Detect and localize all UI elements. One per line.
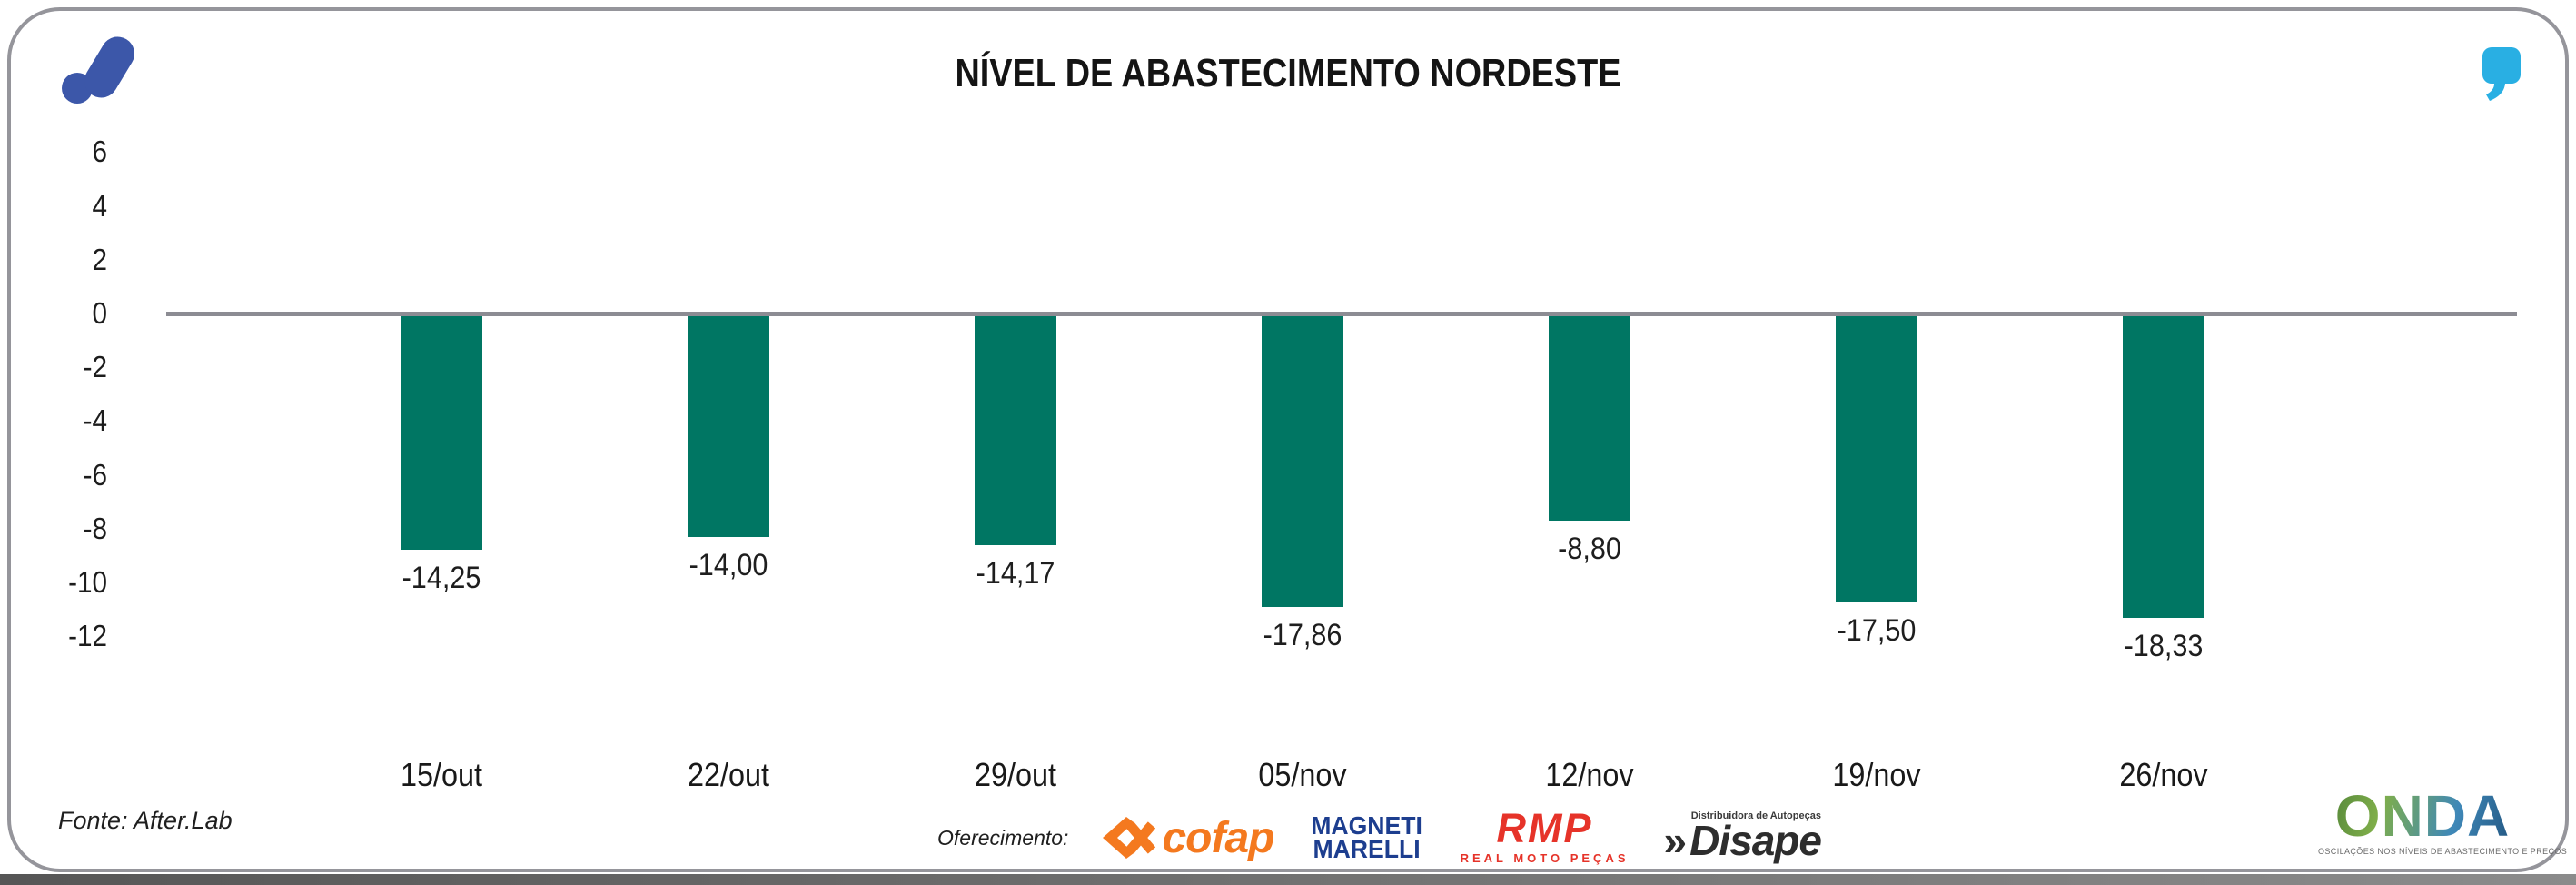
afterlab-logo-icon xyxy=(60,30,141,107)
rmp-wordmark: RMP xyxy=(1496,805,1593,852)
bar-value-label: -8,80 xyxy=(1558,532,1621,566)
disape-text: Disape xyxy=(1689,817,1822,864)
y-axis-tick-label: -10 xyxy=(68,565,107,599)
disape-chevron-icon: » xyxy=(1663,817,1688,864)
y-axis-tick-label: 6 xyxy=(92,134,107,169)
y-axis-tick-label: 4 xyxy=(92,188,107,223)
bar xyxy=(975,316,1056,545)
bar xyxy=(401,316,482,550)
onda-tagline: OSCILAÇÕES NOS NÍVEIS DE ABASTECIMENTO E… xyxy=(2318,846,2568,856)
x-axis-label: 26/nov xyxy=(2119,756,2208,793)
x-axis-label: 22/out xyxy=(687,756,770,793)
y-axis-tick-label: -6 xyxy=(83,457,107,492)
bar-value-label: -14,25 xyxy=(401,561,481,595)
sponsor-logo-rmp: RMP REAL MOTO PEÇAS xyxy=(1460,805,1630,865)
cofap-arrow-icon xyxy=(1103,817,1156,859)
quote-icon xyxy=(2482,47,2521,106)
bar-value-label: -14,17 xyxy=(976,556,1055,591)
y-axis-tick-label: -12 xyxy=(68,619,107,653)
y-axis-tick-label: -4 xyxy=(83,403,107,438)
sponsor-logo-cofap: cofap xyxy=(1103,813,1274,863)
cofap-wordmark: cofap xyxy=(1162,813,1274,862)
sponsor-logo-magneti-marelli: MAGNETI MARELLI xyxy=(1311,811,1423,863)
y-axis-tick-label: -2 xyxy=(83,350,107,384)
sponsor-logo-disape: Distribuidora de Autopeças » Disape xyxy=(1663,810,1822,865)
bar-value-label: -17,86 xyxy=(1263,618,1342,652)
disape-wordmark: » Disape xyxy=(1663,816,1822,865)
bar xyxy=(688,316,769,537)
x-axis-label: 05/nov xyxy=(1258,756,1347,793)
source-note: Fonte: After.Lab xyxy=(58,807,233,834)
sponsors-label: Oferecimento: xyxy=(937,825,1069,850)
disape-subtext: Distribuidora de Autopeças xyxy=(1690,810,1821,821)
bottom-edge-band xyxy=(0,874,2576,885)
y-axis-tick-label: 2 xyxy=(92,242,107,276)
bar-value-label: -18,33 xyxy=(2124,629,2204,663)
y-axis-tick-label: 0 xyxy=(92,296,107,330)
x-axis-label: 15/out xyxy=(400,756,483,793)
bar-value-label: -17,50 xyxy=(1837,613,1917,648)
magneti-line1: MAGNETI xyxy=(1311,811,1423,840)
onda-logo: ONDA OSCILAÇÕES NOS NÍVEIS DE ABASTECIME… xyxy=(2318,787,2568,856)
bar xyxy=(1549,316,1630,521)
x-axis-zero-line xyxy=(166,312,2517,316)
sponsors-row: Oferecimento: cofap MAGNETI MARELLI RMP … xyxy=(937,801,1822,874)
x-axis-label: 19/nov xyxy=(1832,756,1921,793)
bar-value-label: -14,00 xyxy=(689,548,768,582)
bar xyxy=(2123,316,2204,618)
onda-wordmark: ONDA xyxy=(2318,787,2527,845)
rmp-subtext: REAL MOTO PEÇAS xyxy=(1460,850,1630,865)
bar xyxy=(1836,316,1917,602)
x-axis-label: 29/out xyxy=(974,756,1057,793)
y-axis-tick-label: -8 xyxy=(83,511,107,545)
x-axis-label: 12/nov xyxy=(1545,756,1634,793)
magneti-line2: MARELLI xyxy=(1313,835,1422,863)
chart-title: NÍVEL DE ABASTECIMENTO NORDESTE xyxy=(955,51,1621,95)
bar xyxy=(1262,316,1343,607)
